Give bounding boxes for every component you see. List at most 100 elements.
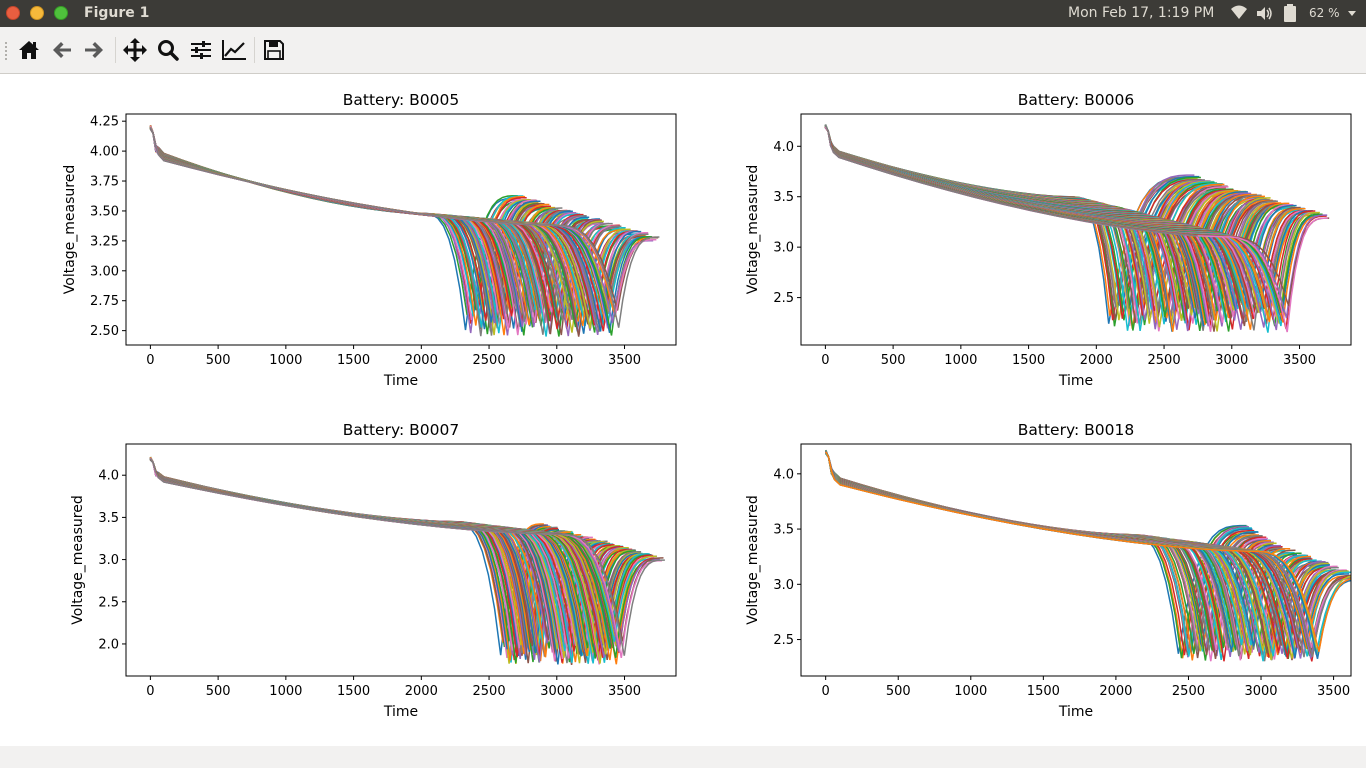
y-axis-label: Voltage_measured xyxy=(745,495,761,624)
figure-toolbar xyxy=(0,27,1366,74)
y-tick-label: 4.0 xyxy=(773,140,794,155)
close-window-button[interactable] xyxy=(6,6,20,20)
subplot-b0018[interactable]: 0 500 1000 1500 2000 2500 3000 3500 2.5 3.0 3.5 4.0… xyxy=(683,410,1366,746)
arrow-left-icon xyxy=(53,42,71,58)
x-tick-label: 1500 xyxy=(337,353,370,368)
configure-subplots-button[interactable] xyxy=(186,35,216,65)
x-axis-label: Time xyxy=(1058,704,1093,720)
x-tick-label: 1500 xyxy=(1012,353,1045,368)
floppy-disk-icon xyxy=(264,40,284,60)
x-tick-label: 3000 xyxy=(540,353,573,368)
x-tick-label: 0 xyxy=(146,353,154,368)
series-line-155 xyxy=(149,458,523,534)
maximize-window-button[interactable] xyxy=(54,6,68,20)
x-tick-label: 3000 xyxy=(540,684,573,699)
edit-axis-button[interactable] xyxy=(219,35,249,65)
x-tick-label: 2000 xyxy=(1080,353,1113,368)
x-tick-label: 3500 xyxy=(1317,684,1350,699)
y-tick-label: 3.00 xyxy=(90,264,119,279)
x-axis-label: Time xyxy=(1058,373,1093,389)
series-lines xyxy=(149,456,665,666)
wifi-icon[interactable] xyxy=(1228,0,1250,27)
zoom-button[interactable] xyxy=(153,35,183,65)
y-tick-label: 3.25 xyxy=(90,234,119,249)
window-title: Figure 1 xyxy=(84,5,150,21)
x-tick-label: 500 xyxy=(881,353,906,368)
y-axis-label: Voltage_measured xyxy=(70,495,86,624)
y-tick-label: 3.5 xyxy=(773,190,794,205)
series-line-168 xyxy=(149,458,665,656)
battery-percent: 62 % xyxy=(1309,6,1340,20)
x-tick-label: 500 xyxy=(206,684,231,699)
minimize-window-button[interactable] xyxy=(30,6,44,20)
series-line-72 xyxy=(825,450,1171,544)
x-tick-label: 3000 xyxy=(1244,684,1277,699)
x-tick-label: 1000 xyxy=(944,353,977,368)
x-tick-label: 1000 xyxy=(269,684,302,699)
series-line-99 xyxy=(149,457,488,530)
subplot-b0006[interactable]: 0 500 1000 1500 2000 2500 3000 3500 2.5 3.0 3.5 4.0… xyxy=(683,74,1366,410)
series-lines xyxy=(825,449,1351,662)
forward-button[interactable] xyxy=(79,35,109,65)
series-line-116 xyxy=(149,126,488,222)
chart-title: Battery: B0007 xyxy=(343,421,459,439)
y-tick-label: 2.5 xyxy=(98,595,119,610)
x-tick-label: 2500 xyxy=(473,684,506,699)
figure-canvas[interactable]: 0 500 1000 1500 2000 2500 3000 3500 2.50 2.75 3.00… xyxy=(0,74,1366,746)
series-line-118 xyxy=(149,457,500,531)
series-line-168 xyxy=(824,124,1198,237)
y-tick-label: 2.0 xyxy=(98,637,119,652)
sliders-icon xyxy=(191,41,211,59)
subplot-b0007[interactable]: 0 500 1000 1500 2000 2500 3000 3500 2.0 2.5 3.0 3.5… xyxy=(0,410,683,746)
series-line-2 xyxy=(149,127,403,214)
toolbar-separator xyxy=(115,37,116,63)
x-tick-label: 2000 xyxy=(405,353,438,368)
toolbar-separator xyxy=(254,37,255,63)
axes-frame xyxy=(800,113,1352,346)
series-line-132 xyxy=(825,451,1351,652)
x-axis-label: Time xyxy=(383,704,418,720)
back-button[interactable] xyxy=(47,35,77,65)
x-axis-label: Time xyxy=(383,373,418,389)
y-tick-label: 3.0 xyxy=(98,553,119,568)
x-tick-label: 3000 xyxy=(1215,353,1248,368)
y-tick-label: 4.25 xyxy=(90,115,119,130)
line-chart-icon xyxy=(222,40,246,60)
y-tick-label: 3.75 xyxy=(90,175,119,190)
subplot-b0005[interactable]: 0 500 1000 1500 2000 2500 3000 3500 2.50 2.75 3.00… xyxy=(0,74,683,410)
x-tick-label: 2500 xyxy=(1172,684,1205,699)
status-strip xyxy=(0,746,1366,768)
magnifier-icon xyxy=(158,40,179,61)
y-axis-label: Voltage_measured xyxy=(62,165,78,294)
y-tick-label: 2.5 xyxy=(773,291,794,306)
series-lines xyxy=(149,125,660,337)
y-tick-label: 2.5 xyxy=(773,633,794,648)
battery-icon[interactable] xyxy=(1282,0,1298,27)
series-line-133 xyxy=(149,125,499,223)
x-tick-label: 0 xyxy=(822,684,830,699)
x-tick-label: 0 xyxy=(146,684,154,699)
chevron-down-icon[interactable] xyxy=(1346,0,1358,27)
y-tick-label: 2.50 xyxy=(90,324,119,339)
volume-icon[interactable] xyxy=(1254,0,1276,27)
chart-title: Battery: B0005 xyxy=(343,91,459,109)
series-lines xyxy=(824,124,1330,333)
series-line-61 xyxy=(149,457,467,527)
series-line-13 xyxy=(149,457,552,642)
move-icon xyxy=(123,38,147,62)
x-tick-label: 2000 xyxy=(1099,684,1132,699)
toolbar-grip[interactable] xyxy=(4,41,8,61)
axes-frame xyxy=(125,113,677,346)
clock[interactable]: Mon Feb 17, 1:19 PM xyxy=(1068,5,1215,21)
series-line-8 xyxy=(149,128,407,214)
save-button[interactable] xyxy=(259,35,289,65)
home-button[interactable] xyxy=(14,35,44,65)
x-tick-label: 2500 xyxy=(473,353,506,368)
x-tick-label: 500 xyxy=(886,684,911,699)
y-tick-label: 4.00 xyxy=(90,145,119,160)
arrow-right-icon xyxy=(85,42,103,58)
x-tick-label: 3500 xyxy=(608,353,641,368)
y-tick-label: 2.75 xyxy=(90,294,119,309)
series-line-56 xyxy=(149,458,465,526)
pan-button[interactable] xyxy=(120,35,150,65)
